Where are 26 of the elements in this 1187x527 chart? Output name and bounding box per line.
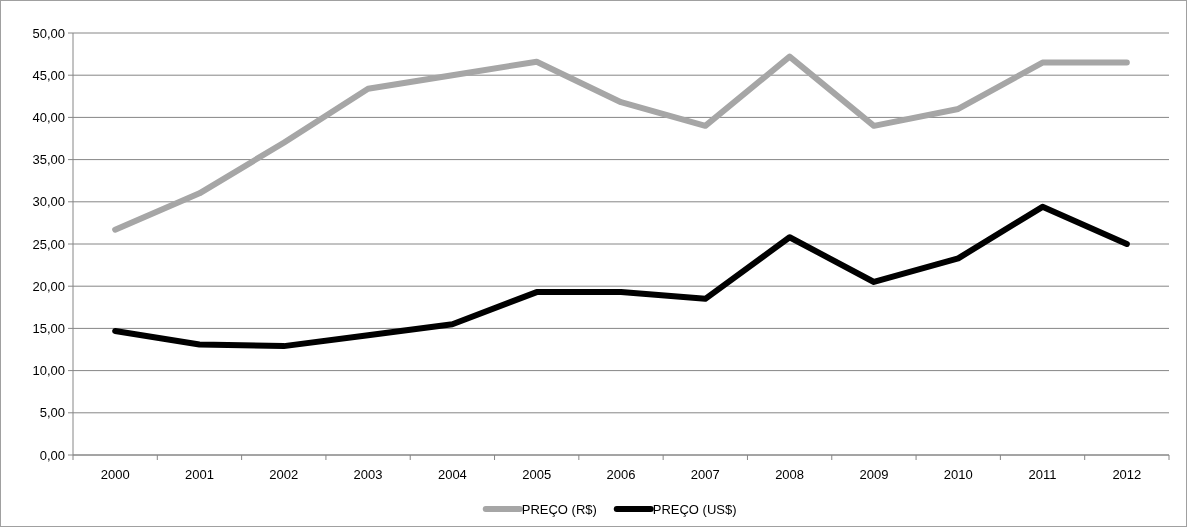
y-tick-label: 0,00: [39, 447, 65, 463]
x-tick-label: 2005: [522, 467, 552, 482]
y-tick-label: 25,00: [32, 236, 65, 252]
x-tick-label: 2002: [269, 467, 299, 482]
y-tick-label: 10,00: [32, 363, 65, 379]
x-tick-label: 2004: [437, 467, 467, 482]
y-tick-label: 15,00: [32, 320, 65, 336]
legend-label: PREÇO (R$): [521, 501, 597, 517]
y-tick-label: 50,00: [32, 25, 65, 41]
x-tick-label: 2007: [690, 467, 720, 482]
x-tick-label: 2011: [1028, 467, 1057, 482]
x-tick-label: 2006: [606, 467, 636, 482]
x-tick-label: 2009: [859, 467, 889, 482]
x-tick-label: 2000: [100, 467, 130, 482]
y-tick-label: 45,00: [32, 67, 65, 83]
x-tick-label: 2008: [775, 467, 805, 482]
x-tick-label: 2012: [1112, 467, 1142, 482]
x-tick-label: 2003: [353, 467, 383, 482]
y-tick-label: 35,00: [32, 152, 65, 168]
y-tick-label: 5,00: [39, 405, 65, 421]
y-tick-label: 20,00: [32, 278, 65, 294]
y-tick-label: 40,00: [32, 109, 65, 125]
x-tick-label: 2010: [943, 467, 973, 482]
y-tick-label: 30,00: [32, 194, 65, 210]
x-tick-label: 2001: [185, 467, 214, 482]
legend-label: PREÇO (US$): [652, 501, 737, 517]
